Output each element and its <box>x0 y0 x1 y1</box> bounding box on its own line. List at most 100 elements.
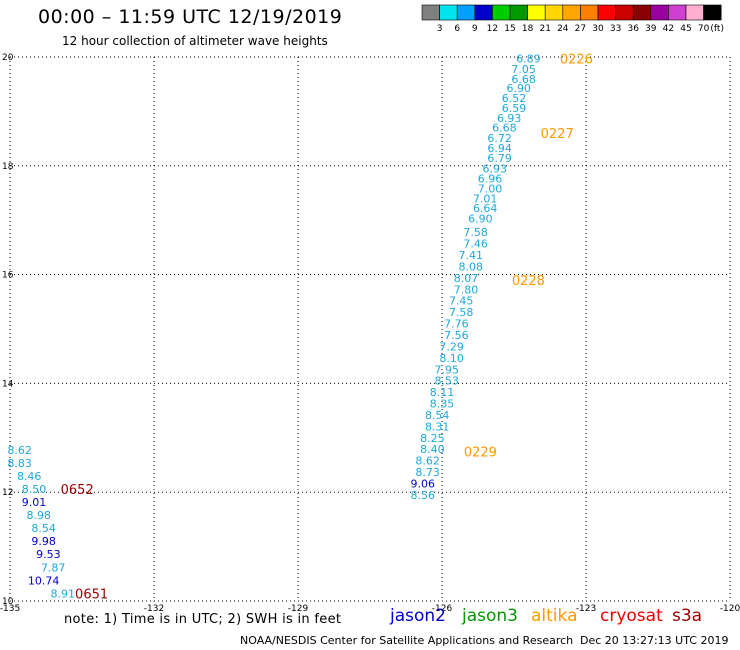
color-scale-swatch <box>615 4 634 21</box>
color-scale-swatch <box>527 4 546 21</box>
x-tick-label: -135 <box>0 604 20 614</box>
color-scale-label: 12 <box>487 24 498 34</box>
color-scale-label: 33 <box>610 24 621 34</box>
y-tick-label: 14 <box>2 379 14 389</box>
swh-data-label: 7.56 <box>444 329 469 342</box>
swh-data-label: 6.93 <box>483 163 508 176</box>
color-scale-label: 15 <box>504 24 515 34</box>
color-scale-unit: (ft) <box>710 24 724 34</box>
swh-data-label: 10.74 <box>28 574 60 587</box>
swh-data-label: 8.56 <box>411 489 436 502</box>
swh-data-label: 7.00 <box>478 183 503 196</box>
swh-data-label: 6.89 <box>516 53 541 66</box>
y-tick-label: 12 <box>2 488 13 498</box>
color-scale-swatch <box>685 4 704 21</box>
swh-data-label: 7.80 <box>454 283 479 296</box>
color-scale-label: 18 <box>522 24 534 34</box>
y-tick-label: 18 <box>2 162 14 172</box>
swh-data-label: 8.07 <box>454 272 479 285</box>
color-scale-label: 36 <box>627 24 639 34</box>
data-points: 6.897.056.686.906.526.596.936.686.726.94… <box>7 53 593 603</box>
color-scale-swatch <box>544 4 564 21</box>
legend-altika: altika <box>531 606 578 626</box>
swh-data-label: 9.98 <box>31 535 56 548</box>
footer-note: note: 1) Time is in UTC; 2) SWH is in fe… <box>64 612 342 627</box>
swh-data-label: 8.08 <box>459 260 484 273</box>
swh-data-label: 8.54 <box>31 522 56 535</box>
swh-data-label: 8.83 <box>7 457 32 470</box>
color-scale-swatch <box>474 4 493 21</box>
axis-ticks: -135 -132 -129 -126 -123 -120 10 12 14 16 18 20 <box>0 53 740 614</box>
legend-jason2: jason2 <box>390 606 446 626</box>
footer-timestamp: Dec 20 13:27:13 UTC 2019 <box>580 634 729 647</box>
color-scale-swatch <box>456 4 476 21</box>
color-scale-swatch <box>421 4 440 21</box>
color-scale-swatch <box>580 4 599 21</box>
swh-data-label: 7.29 <box>439 340 464 353</box>
swh-data-label: 8.10 <box>439 352 464 365</box>
swh-data-label: 8.31 <box>425 420 450 433</box>
swh-data-label: 6.79 <box>487 152 512 165</box>
swh-data-label: 6.96 <box>478 172 503 185</box>
swh-data-label: 8.91 <box>51 587 76 600</box>
color-scale-label: 24 <box>557 24 569 34</box>
swh-data-label: 7.95 <box>435 363 460 376</box>
swh-data-label: 8.62 <box>7 444 32 457</box>
legend-jason3: jason3 <box>462 606 518 626</box>
swh-data-label: 7.45 <box>449 295 474 308</box>
swh-data-label: 8.62 <box>415 455 440 468</box>
color-scale-swatch <box>650 4 669 21</box>
swh-data-label: 7.58 <box>463 226 488 239</box>
chart-title: 00:00 – 11:59 UTC 12/19/2019 <box>38 6 343 28</box>
swh-data-label: 6.68 <box>492 122 517 135</box>
legend-cryosat: cryosat <box>600 606 663 626</box>
swh-data-label: 6.90 <box>468 213 493 226</box>
swh-data-label: 7.01 <box>473 192 498 205</box>
color-scale-label: 42 <box>663 24 674 34</box>
color-scale-legend: 3 6 9 12 15 18 21 24 27 30 33 36 39 42 45 70 (ft) <box>421 4 724 34</box>
color-scale-label: 30 <box>592 24 604 34</box>
swh-data-label: 8.11 <box>430 386 455 399</box>
footer-credit: NOAA/NESDIS Center for Satellite Applica… <box>240 634 574 647</box>
swh-data-label: 7.76 <box>444 318 469 331</box>
legend-s3a: s3a <box>672 606 703 626</box>
swh-data-label: 8.54 <box>425 409 450 422</box>
color-scale-swatch <box>668 4 687 21</box>
swh-data-label: 6.59 <box>502 102 527 115</box>
swh-data-label: 9.53 <box>36 548 61 561</box>
y-tick-label: 16 <box>2 271 14 281</box>
color-scale-label: 45 <box>680 24 691 34</box>
x-tick-label: -126 <box>432 604 453 614</box>
swh-data-label: 6.64 <box>473 202 498 215</box>
pass-time-label: 0228 <box>512 274 545 289</box>
swh-data-label: 7.05 <box>511 63 536 76</box>
swh-data-label: 8.98 <box>27 509 52 522</box>
swh-data-label: 8.73 <box>415 466 440 479</box>
color-scale-label: 21 <box>539 24 550 34</box>
pass-time-label: 0229 <box>464 445 497 460</box>
x-tick-label: -132 <box>144 604 164 614</box>
swh-data-label: 8.40 <box>420 443 445 456</box>
color-scale-label: 3 <box>437 24 443 34</box>
swh-data-label: 6.94 <box>487 142 512 155</box>
grid-lines <box>9 56 731 602</box>
pass-time-label: 0226 <box>560 53 593 68</box>
color-scale-swatch <box>492 4 511 21</box>
color-scale-label: 70 <box>698 24 710 34</box>
color-scale-swatch <box>509 4 528 21</box>
swh-data-label: 6.72 <box>487 132 512 145</box>
pass-time-label: 0651 <box>75 587 108 602</box>
swh-data-label: 9.01 <box>22 496 47 509</box>
swh-data-label: 8.25 <box>420 432 445 445</box>
swh-data-label: 7.46 <box>463 238 488 251</box>
color-scale-label: 9 <box>472 24 478 34</box>
swh-data-label: 8.35 <box>430 398 455 411</box>
color-scale-swatch <box>703 4 722 21</box>
swh-data-label: 7.58 <box>449 306 474 319</box>
swh-data-label: 6.52 <box>502 92 527 105</box>
swh-data-label: 9.06 <box>411 477 436 490</box>
swh-data-label: 8.50 <box>22 483 47 496</box>
swh-data-label: 6.68 <box>511 73 536 86</box>
x-tick-label: -123 <box>576 604 596 614</box>
